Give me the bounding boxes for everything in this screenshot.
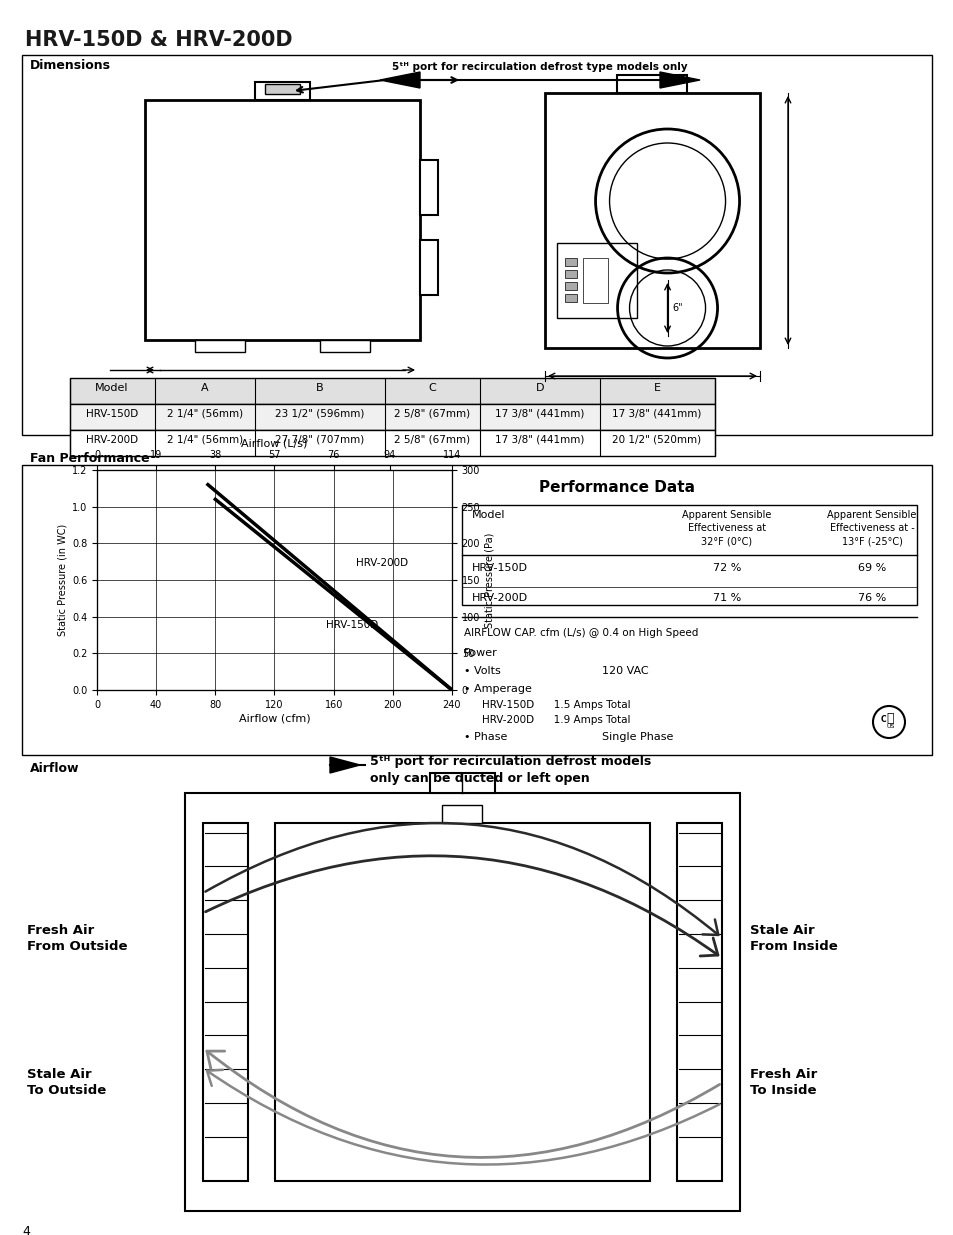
Text: Apparent Sensible
Effectiveness at
32°F (0°C): Apparent Sensible Effectiveness at 32°F … [681, 510, 771, 546]
Bar [677, 823, 721, 1181]
Text: 2 5/8" (67mm): 2 5/8" (67mm) [394, 435, 470, 445]
Text: Performance Data: Performance Data [538, 480, 695, 495]
Text: Model: Model [95, 383, 129, 393]
Bar [582, 258, 607, 303]
Text: • Phase: • Phase [463, 732, 507, 742]
Bar [564, 282, 577, 290]
Bar [419, 161, 437, 215]
Text: Dimensions: Dimensions [30, 59, 111, 72]
Bar [617, 75, 686, 93]
X-axis label: Airflow (L/s): Airflow (L/s) [241, 438, 308, 448]
Text: 6": 6" [672, 303, 682, 312]
Text: 23 1/2" (596mm): 23 1/2" (596mm) [275, 409, 364, 419]
Polygon shape [379, 72, 419, 88]
Text: HRV-200D: HRV-200D [355, 558, 408, 568]
Text: HRV-150D: HRV-150D [472, 563, 527, 573]
Bar [265, 84, 299, 94]
Text: Single Phase: Single Phase [601, 732, 673, 742]
Text: 2 5/8" (67mm): 2 5/8" (67mm) [394, 409, 470, 419]
Text: Power: Power [463, 648, 497, 658]
Bar [564, 258, 577, 266]
FancyArrowPatch shape [205, 823, 718, 935]
Bar [194, 340, 245, 352]
Text: HRV-200D      1.9 Amps Total: HRV-200D 1.9 Amps Total [481, 715, 630, 725]
Text: 4: 4 [22, 1225, 30, 1235]
FancyArrowPatch shape [205, 856, 718, 956]
Bar [70, 430, 714, 456]
Bar [70, 378, 714, 404]
Text: 69 %: 69 % [857, 563, 885, 573]
Text: 5ᵗᴴ port for recirculation defrost models
only can be ducted or left open: 5ᵗᴴ port for recirculation defrost model… [370, 755, 651, 785]
Text: 20 1/2" (520mm): 20 1/2" (520mm) [612, 435, 700, 445]
Bar [564, 294, 577, 303]
Bar [185, 793, 740, 1212]
Bar [70, 404, 714, 430]
Text: 76 %: 76 % [857, 593, 885, 603]
Text: Apparent Sensible
Effectiveness at -
13°F (-25°C): Apparent Sensible Effectiveness at - 13°… [826, 510, 916, 546]
Text: 2 1/4" (56mm): 2 1/4" (56mm) [167, 409, 243, 419]
Text: HRV-150D: HRV-150D [86, 409, 138, 419]
Text: • Volts: • Volts [463, 666, 500, 676]
Bar [203, 823, 248, 1181]
Text: Fresh Air
From Outside: Fresh Air From Outside [27, 924, 128, 952]
Bar [430, 773, 495, 793]
Text: 5ᵗᴴ port for recirculation defrost type models only: 5ᵗᴴ port for recirculation defrost type … [392, 62, 687, 72]
Text: Ⓢ: Ⓢ [885, 713, 893, 725]
Text: 27 7/8" (707mm): 27 7/8" (707mm) [275, 435, 364, 445]
Y-axis label: Static Pressure (Pa): Static Pressure (Pa) [484, 532, 494, 627]
Text: Model: Model [472, 510, 505, 520]
Text: E: E [653, 383, 659, 393]
Text: 72 %: 72 % [712, 563, 740, 573]
Bar [544, 93, 760, 348]
Bar [274, 823, 649, 1181]
Text: Fan Performance: Fan Performance [30, 452, 150, 466]
X-axis label: Airflow (cfm): Airflow (cfm) [238, 714, 310, 724]
Polygon shape [659, 72, 700, 88]
Bar [419, 240, 437, 295]
Text: HRV-150D: HRV-150D [326, 620, 378, 630]
Text: US: US [886, 725, 894, 730]
Text: HRV-200D: HRV-200D [472, 593, 528, 603]
Text: HRV-200D: HRV-200D [86, 435, 138, 445]
Text: 17 3/8" (441mm): 17 3/8" (441mm) [495, 409, 584, 419]
Text: 71 %: 71 % [712, 593, 740, 603]
Text: 17 3/8" (441mm): 17 3/8" (441mm) [495, 435, 584, 445]
Text: 17 3/8" (441mm): 17 3/8" (441mm) [612, 409, 701, 419]
Text: C: C [428, 383, 436, 393]
Bar [22, 56, 931, 435]
Text: Fresh Air
To Inside: Fresh Air To Inside [749, 1068, 817, 1098]
Bar [461, 505, 916, 605]
Bar [564, 270, 577, 278]
Bar [441, 805, 481, 823]
Polygon shape [330, 757, 359, 773]
Text: 2 1/4" (56mm): 2 1/4" (56mm) [167, 435, 243, 445]
Text: A: A [201, 383, 209, 393]
Text: Stale Air
From Inside: Stale Air From Inside [749, 924, 837, 952]
Text: AIRFLOW CAP. cfm (L/s) @ 0.4 on High Speed: AIRFLOW CAP. cfm (L/s) @ 0.4 on High Spe… [463, 629, 698, 638]
Bar [22, 466, 931, 755]
FancyArrowPatch shape [207, 1051, 719, 1157]
Y-axis label: Static Pressure (in WC): Static Pressure (in WC) [58, 524, 68, 636]
Text: B: B [315, 383, 323, 393]
Bar [145, 100, 419, 340]
Text: 120 VAC: 120 VAC [601, 666, 648, 676]
Text: HRV-150D & HRV-200D: HRV-150D & HRV-200D [25, 30, 293, 49]
Text: Stale Air
To Outside: Stale Air To Outside [27, 1068, 106, 1098]
Text: C: C [880, 715, 885, 725]
Bar [557, 243, 637, 317]
Text: D: D [536, 383, 543, 393]
Bar [254, 82, 310, 100]
Bar [319, 340, 370, 352]
Text: Airflow: Airflow [30, 762, 79, 776]
FancyArrowPatch shape [207, 1070, 719, 1165]
Text: • Amperage: • Amperage [463, 684, 532, 694]
Text: HRV-150D      1.5 Amps Total: HRV-150D 1.5 Amps Total [481, 700, 630, 710]
